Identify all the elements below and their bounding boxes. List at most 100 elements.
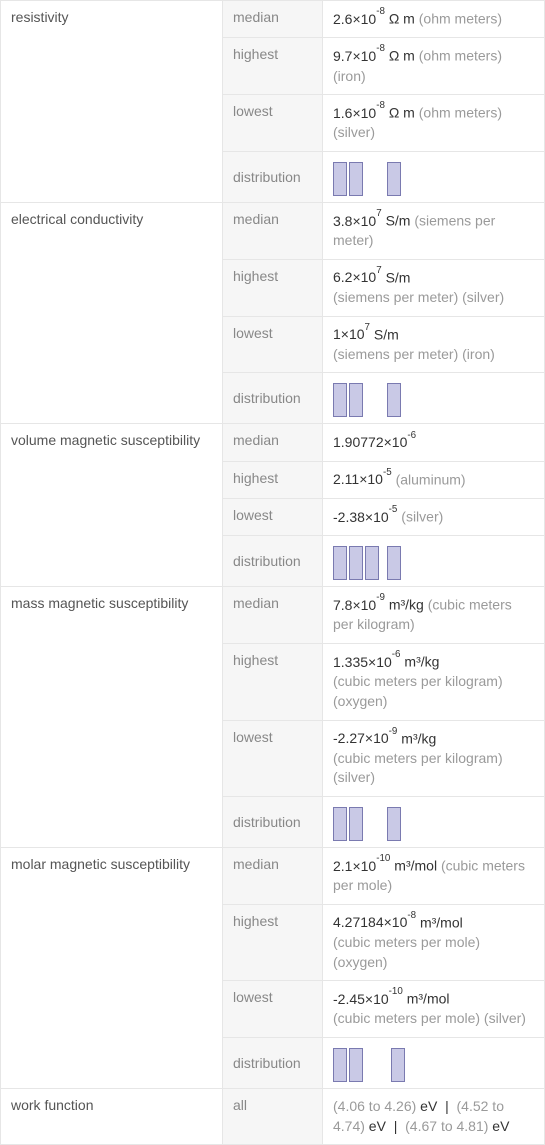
table-row: distribution <box>1 151 545 202</box>
distribution-bar <box>333 1048 347 1082</box>
property-section: electrical conductivitymedian3.8×107 S/m… <box>1 202 545 424</box>
value-cell <box>323 1038 545 1089</box>
distribution-bar-group <box>387 158 401 196</box>
property-name-spacer <box>1 373 223 424</box>
distribution-chart <box>333 379 534 417</box>
value-unit: S/m <box>386 269 411 285</box>
distribution-bar-group <box>387 542 401 580</box>
distribution-chart <box>333 1044 534 1082</box>
value-unit: m³/mol <box>407 991 450 1007</box>
table-row: highest 6.2×107 S/m (siemens per meter) (s… <box>1 259 545 316</box>
value-cell <box>323 373 545 424</box>
property-name-cell: work function <box>1 1089 223 1145</box>
distribution-bar-group <box>391 1044 405 1082</box>
value-cell: 1.335×10-6 m³/kg(cubic meters per kilogr… <box>323 644 545 720</box>
value-note: (cubic meters per mole) (silver) <box>333 1010 526 1026</box>
distribution-bar <box>333 162 347 196</box>
stat-label-cell: lowest <box>223 720 323 796</box>
distribution-bar <box>349 162 363 196</box>
distribution-bar <box>387 807 401 841</box>
value-note: (siemens per meter) (silver) <box>333 289 504 305</box>
property-name-spacer <box>1 95 223 152</box>
value-unit: m³/mol <box>420 914 463 930</box>
value-cell: -2.45×10-10 m³/mol (cubic meters per mole… <box>323 981 545 1038</box>
value-cell: 6.2×107 S/m (siemens per meter) (silver) <box>323 259 545 316</box>
value-cell: 3.8×107 S/m (siemens per meter) <box>323 202 545 259</box>
value-mantissa: 3.8×107 <box>333 213 382 229</box>
distribution-bar-group <box>387 379 401 417</box>
table-row: highest1.335×10-6 m³/kg(cubic meters per… <box>1 644 545 720</box>
value-cell: 1.90772×10-6 <box>323 424 545 461</box>
value-mantissa: -2.45×10-10 <box>333 991 403 1007</box>
value-note: (siemens per meter) (iron) <box>333 346 495 362</box>
stat-label-cell: distribution <box>223 151 323 202</box>
distribution-bar <box>333 807 347 841</box>
property-name-cell: volume magnetic susceptibility <box>1 424 223 461</box>
value-cell: 2.11×10-5 (aluminum) <box>323 461 545 498</box>
value-mantissa: 6.2×107 <box>333 269 382 285</box>
distribution-bar <box>349 807 363 841</box>
property-section: work functionall(4.06 to 4.26) eV | (4.5… <box>1 1089 545 1145</box>
stat-label-cell: all <box>223 1089 323 1145</box>
distribution-bar <box>387 383 401 417</box>
property-name-spacer <box>1 38 223 95</box>
property-name-cell: molar magnetic susceptibility <box>1 847 223 904</box>
value-unit: m³/kg <box>401 730 436 746</box>
property-name-spacer <box>1 461 223 498</box>
distribution-bar <box>365 546 379 580</box>
value-mantissa: 2.6×10-8 <box>333 11 385 27</box>
distribution-bar-group <box>333 803 363 841</box>
stat-label-cell: highest <box>223 644 323 720</box>
value-cell <box>323 796 545 847</box>
stat-label-cell: distribution <box>223 796 323 847</box>
value-note: (cubic meters per mole) (oxygen) <box>333 934 480 970</box>
value-cell: 2.6×10-8 Ω m (ohm meters) <box>323 1 545 38</box>
value-mantissa: 7.8×10-9 <box>333 597 385 613</box>
property-name-spacer <box>1 796 223 847</box>
value-cell: 2.1×10-10 m³/mol (cubic meters per mole) <box>323 847 545 904</box>
property-section: molar magnetic susceptibilitymedian2.1×1… <box>1 847 545 1088</box>
value-cell: (4.06 to 4.26) eV | (4.52 to 4.74) eV | … <box>323 1089 545 1145</box>
table-row: lowest-2.38×10-5 (silver) <box>1 498 545 535</box>
distribution-bar <box>349 383 363 417</box>
distribution-bar-group <box>333 542 379 580</box>
stat-label-cell: highest <box>223 259 323 316</box>
value-mantissa: 2.11×10-5 <box>333 471 392 487</box>
value-cell <box>323 536 545 587</box>
property-name-spacer <box>1 259 223 316</box>
distribution-bar-group <box>387 803 401 841</box>
property-name-spacer <box>1 720 223 796</box>
value-unit: Ω m <box>389 48 415 64</box>
distribution-chart <box>333 158 534 196</box>
value-mantissa: 1.335×10-6 <box>333 654 401 670</box>
stat-label-cell: median <box>223 1 323 38</box>
value-unit: m³/kg <box>389 597 424 613</box>
table-row: distribution <box>1 373 545 424</box>
value-mantissa: 9.7×10-8 <box>333 48 385 64</box>
distribution-bar <box>333 546 347 580</box>
stat-label-cell: lowest <box>223 981 323 1038</box>
table-row: lowest1.6×10-8 Ω m (ohm meters) (silver) <box>1 95 545 152</box>
stat-label-cell: highest <box>223 904 323 980</box>
distribution-bar <box>391 1048 405 1082</box>
stat-label-cell: lowest <box>223 316 323 373</box>
value-cell: -2.38×10-5 (silver) <box>323 498 545 535</box>
stat-label-cell: highest <box>223 461 323 498</box>
value-mantissa: 4.27184×10-8 <box>333 914 416 930</box>
value-cell: 1×107 S/m(siemens per meter) (iron) <box>323 316 545 373</box>
property-name-spacer <box>1 644 223 720</box>
table-row: highest9.7×10-8 Ω m (ohm meters) (iron) <box>1 38 545 95</box>
stat-label-cell: median <box>223 847 323 904</box>
table-row: molar magnetic susceptibilitymedian2.1×1… <box>1 847 545 904</box>
value-unit: S/m <box>374 326 399 342</box>
distribution-bar-group <box>333 1044 363 1082</box>
stat-label-cell: median <box>223 202 323 259</box>
table-row: lowest -2.45×10-10 m³/mol (cubic meters pe… <box>1 981 545 1038</box>
table-row: electrical conductivitymedian3.8×107 S/m… <box>1 202 545 259</box>
value-cell: 1.6×10-8 Ω m (ohm meters) (silver) <box>323 95 545 152</box>
value-mantissa: 1.6×10-8 <box>333 105 385 121</box>
distribution-bar-group <box>333 379 363 417</box>
stat-label-cell: lowest <box>223 95 323 152</box>
value-unit: Ω m <box>389 11 415 27</box>
value-note: (aluminum) <box>396 471 466 487</box>
